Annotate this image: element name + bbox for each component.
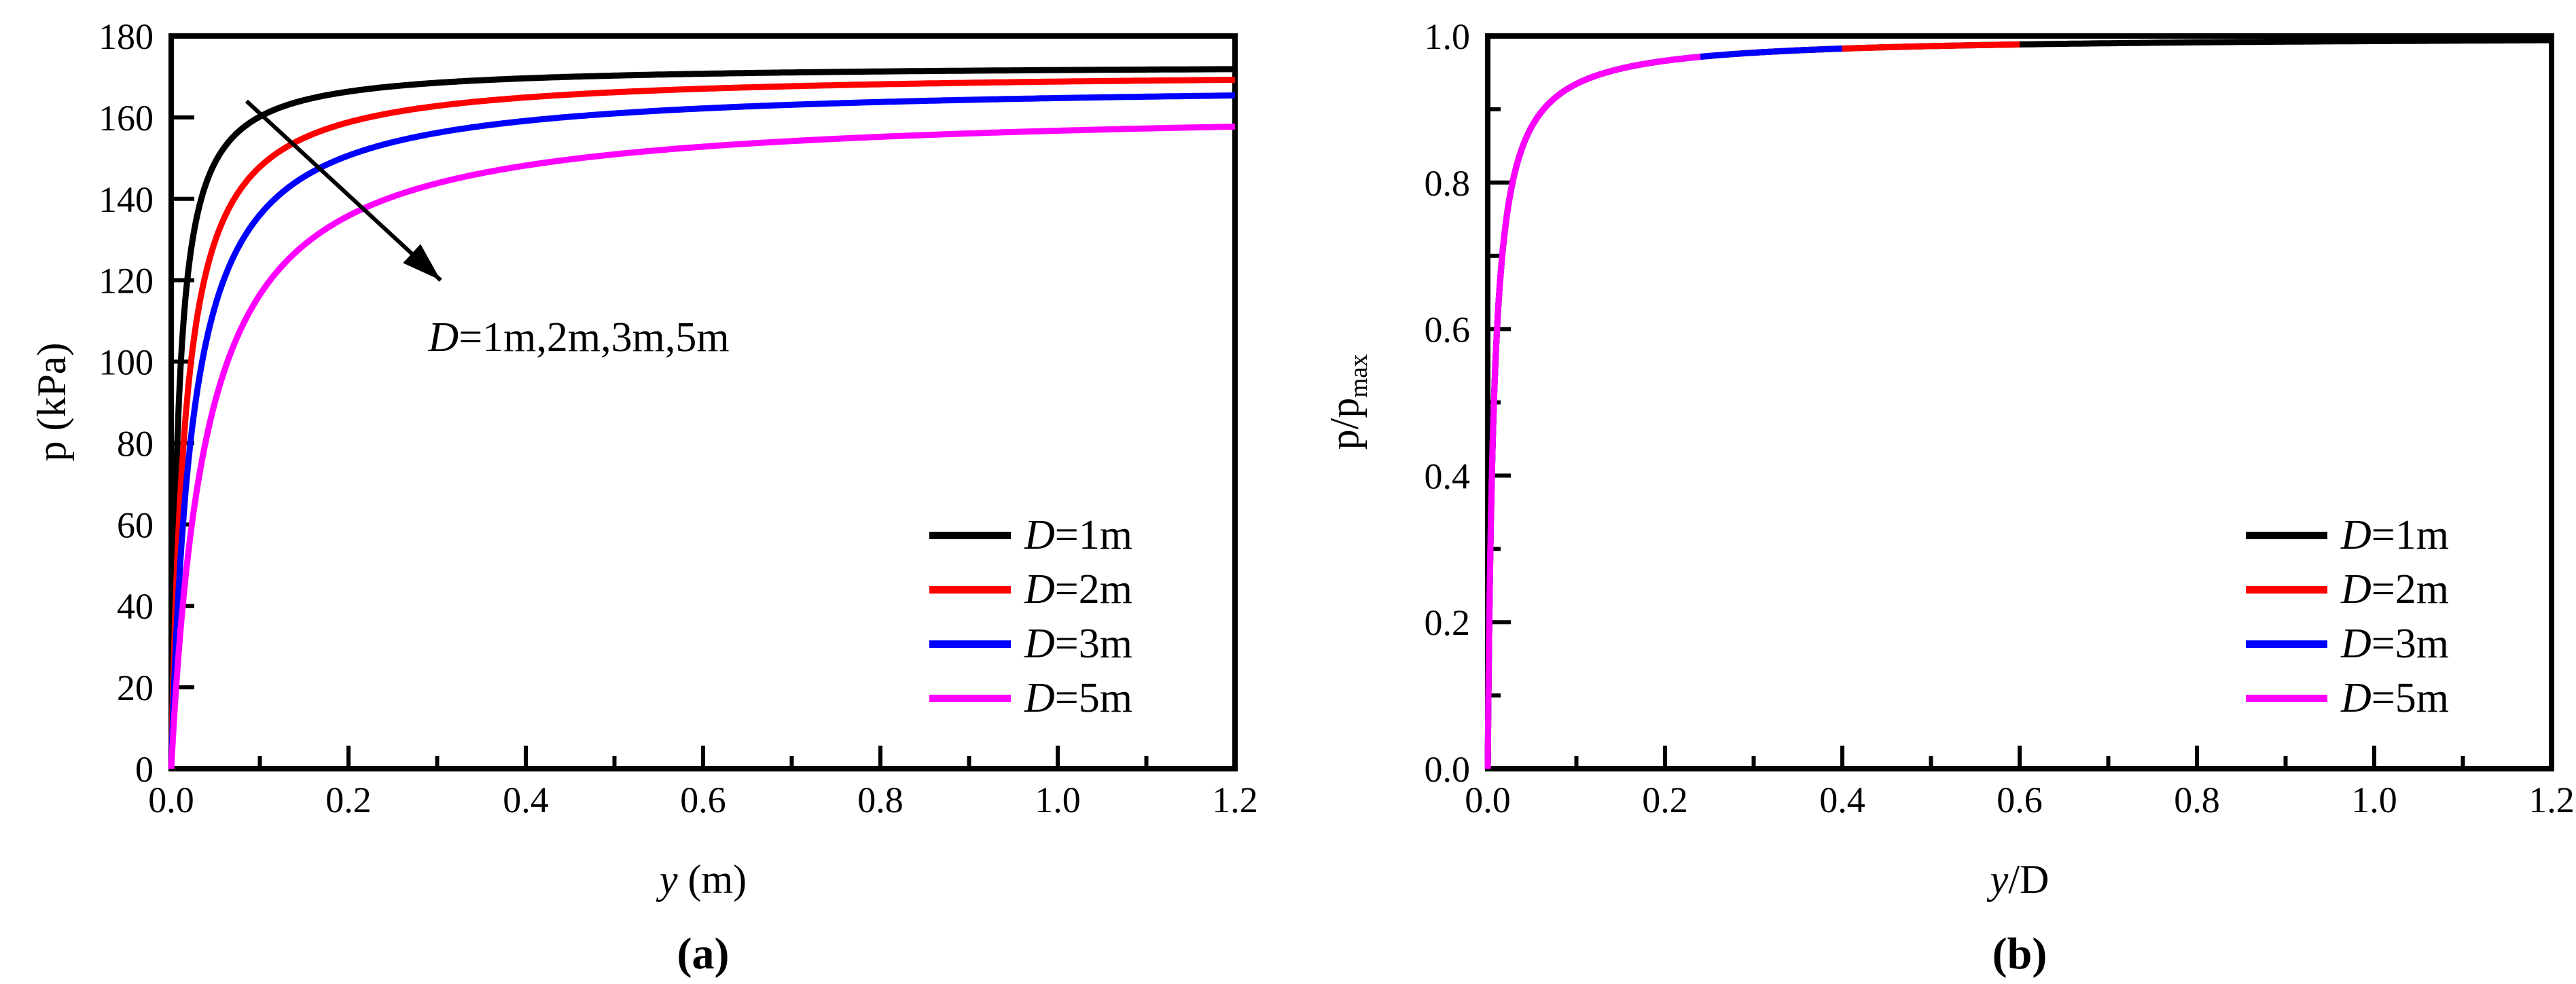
legend-line-swatch <box>929 694 1011 702</box>
x-tick-label: 1.0 <box>2351 780 2397 820</box>
x-tick-label: 0.8 <box>857 780 904 820</box>
x-axis-title-a: y (m) <box>659 857 747 902</box>
legend-a: D=1m D=2m D=3m D=5m <box>929 508 1132 725</box>
x-tick-label: 0.6 <box>680 780 726 820</box>
x-axis-title-b: y/D <box>1990 857 2050 902</box>
x-tick-label: 1.2 <box>1212 780 1258 820</box>
legend-line-swatch <box>2246 694 2327 702</box>
legend-line-swatch <box>2246 640 2327 648</box>
legend-label: D=5m <box>2341 674 2449 721</box>
x-tick-label: 0.2 <box>325 780 372 820</box>
legend-item: D=2m <box>929 562 1132 617</box>
x-tick-label: 0.4 <box>1819 780 1865 820</box>
x-tick-label: 1.0 <box>1035 780 1081 820</box>
x-tick-label: 0.0 <box>148 780 194 820</box>
legend-item: D=5m <box>2246 671 2449 725</box>
legend-line-swatch <box>929 531 1011 539</box>
caption-b: (b) <box>1992 929 2047 979</box>
legend-item: D=5m <box>929 671 1132 725</box>
y-tick-label: 60 <box>117 505 154 545</box>
y-tick-label: 100 <box>99 342 154 383</box>
legend-line-swatch <box>2246 585 2327 594</box>
legend-label: D=3m <box>2341 620 2449 667</box>
y-tick-label: 40 <box>117 586 154 627</box>
legend-label: D=1m <box>1024 511 1132 558</box>
caption-a: (a) <box>677 929 730 979</box>
legend-label: D=5m <box>1024 674 1132 721</box>
y-tick-label: 0 <box>135 749 154 790</box>
y-tick-label: 1.0 <box>1425 16 1471 57</box>
x-tick-label: 1.2 <box>2528 780 2575 820</box>
x-tick-label: 0.8 <box>2174 780 2220 820</box>
y-tick-label: 160 <box>99 98 154 139</box>
legend-item: D=3m <box>2246 617 2449 671</box>
y-tick-label: 0.8 <box>1425 163 1471 204</box>
legend-line-swatch <box>929 640 1011 648</box>
legend-line-swatch <box>929 585 1011 594</box>
y-tick-label: 140 <box>99 179 154 220</box>
legend-label: D=3m <box>1024 620 1132 667</box>
y-tick-label: 20 <box>117 668 154 708</box>
legend-label: D=1m <box>2341 511 2449 558</box>
x-tick-label: 0.0 <box>1465 780 1511 820</box>
legend-item: D=1m <box>2246 508 2449 562</box>
annotation-text: D=1m,2m,3m,5m <box>428 314 730 361</box>
y-tick-label: 0.6 <box>1425 310 1471 350</box>
y-tick-label: 120 <box>99 261 154 302</box>
series-line-D=2m <box>168 77 1235 772</box>
legend-b: D=1m D=2m D=3m D=5m <box>2246 508 2449 725</box>
y-axis-title-b: p/pmax <box>1321 354 1373 450</box>
y-tick-label: 80 <box>117 423 154 464</box>
legend-label: D=2m <box>1024 566 1132 613</box>
y-tick-label: 180 <box>99 16 154 57</box>
series-line-D=5m <box>1484 54 1703 772</box>
y-axis-title-a: p (kPa) <box>29 342 74 462</box>
annotation-arrowhead <box>403 244 441 280</box>
y-tick-label: 0.2 <box>1425 602 1471 643</box>
legend-item: D=3m <box>929 617 1132 671</box>
x-tick-label: 0.4 <box>503 780 549 820</box>
annotation-arrow <box>245 99 442 282</box>
series-line-D=1m <box>168 66 1236 772</box>
legend-item: D=1m <box>929 508 1132 562</box>
y-tick-label: 0.4 <box>1425 456 1471 496</box>
legend-item: D=2m <box>2246 562 2449 617</box>
series-line-D=3m <box>168 92 1235 772</box>
legend-line-swatch <box>2246 531 2327 539</box>
x-tick-label: 0.2 <box>1642 780 1688 820</box>
series-line-D=3m <box>1484 45 1844 772</box>
legend-label: D=2m <box>2341 566 2449 613</box>
y-tick-label: 0.0 <box>1425 749 1471 790</box>
series-line-D=2m <box>1484 41 2021 772</box>
x-tick-label: 0.6 <box>1997 780 2043 820</box>
